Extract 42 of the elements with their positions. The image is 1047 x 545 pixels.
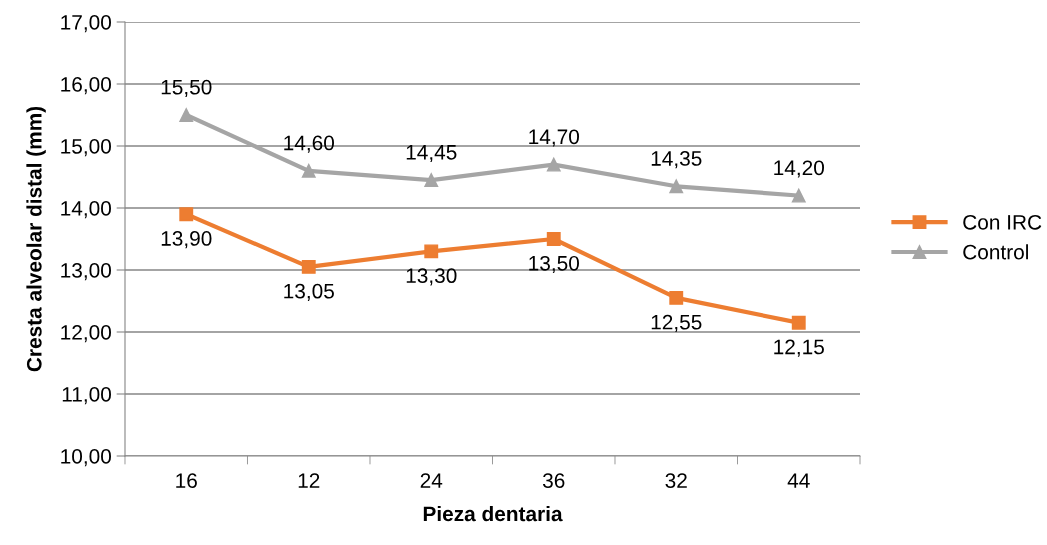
data-label: 13,50 (529, 255, 579, 274)
data-label: 12,15 (774, 339, 824, 357)
data-label: 14,20 (774, 160, 824, 178)
point (546, 232, 561, 246)
point (669, 179, 684, 194)
y-tick-label: 10,00 (61, 449, 111, 467)
data-label: 12,55 (651, 314, 702, 332)
point (179, 207, 194, 222)
point (791, 315, 806, 330)
data-label: 13,30 (406, 268, 457, 286)
data-label: 14,60 (284, 135, 334, 153)
x-tick-label: 16 (176, 473, 197, 488)
y-tick-label: 12,00 (61, 325, 111, 343)
y-tick-label: 16,00 (61, 77, 111, 95)
y-axis-title: Cresta alveolar distal (mm) (26, 106, 46, 372)
x-tick-label: 12 (298, 473, 320, 488)
legend-label: Control (963, 244, 1028, 260)
point (301, 163, 316, 178)
data-label: 13,05 (284, 283, 334, 301)
y-tick-label: 13,00 (61, 263, 111, 281)
y-tick-label: 14,00 (61, 201, 111, 219)
point (791, 188, 806, 203)
point (179, 108, 194, 122)
point (424, 244, 439, 259)
point (301, 259, 316, 274)
y-tick-label: 17,00 (61, 15, 111, 33)
x-tick-label: 24 (420, 473, 443, 488)
data-label: 14,70 (529, 129, 579, 147)
data-label: 13,90 (161, 231, 212, 249)
point (424, 173, 439, 188)
data-label: 14,45 (406, 145, 457, 163)
x-tick-label: 44 (787, 473, 810, 488)
data-label: 14,35 (651, 151, 702, 169)
point (546, 157, 561, 172)
y-tick-label: 15,00 (61, 139, 111, 157)
x-tick-label: 32 (665, 473, 687, 488)
y-tick-label: 11,00 (62, 387, 111, 405)
legend-label: Con IRC (963, 214, 1042, 230)
data-label: 15,50 (161, 79, 212, 98)
x-axis-title: Pieza dentaria (423, 505, 563, 522)
point (669, 290, 684, 305)
x-tick-label: 36 (542, 473, 565, 488)
